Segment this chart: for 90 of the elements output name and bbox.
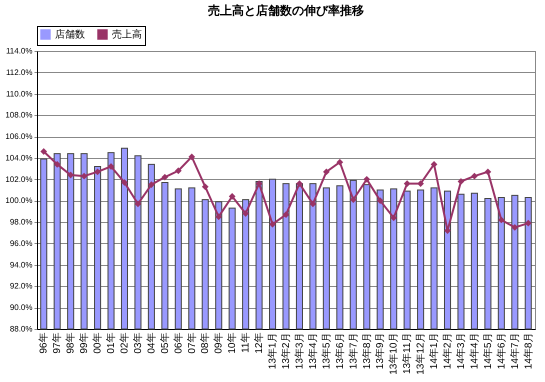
point — [336, 158, 344, 166]
x-tick-label: 99年 — [78, 332, 90, 354]
x-tick-label: 06年 — [172, 332, 184, 354]
point — [54, 160, 61, 168]
point — [458, 178, 464, 185]
x-tick-label: 10年 — [226, 332, 238, 354]
x-tick-label: 12年 — [253, 332, 266, 354]
x-tick-label: 07年 — [186, 332, 198, 354]
point — [430, 160, 438, 168]
point — [269, 220, 276, 228]
x-tick-label: 02年 — [118, 332, 130, 354]
x-tick-label: 13年1月 — [266, 332, 279, 370]
y-tick-label: 104.0% — [5, 153, 32, 162]
point — [202, 183, 209, 190]
y-tick-label: 112.0% — [6, 68, 32, 77]
x-tick-label: 03年 — [132, 332, 144, 354]
x-tick-label: 14年3月 — [454, 332, 467, 370]
x-tick-label: 13年11月 — [401, 332, 414, 374]
point — [498, 216, 505, 224]
point — [40, 148, 48, 155]
point — [310, 200, 316, 208]
x-tick-label: 00年 — [92, 332, 104, 354]
point — [417, 180, 424, 187]
x-tick-label: 13年12月 — [414, 332, 427, 375]
x-tick-label: 13年5月 — [320, 332, 332, 370]
point — [67, 172, 74, 178]
x-tick-label: 13年4月 — [306, 332, 319, 370]
x-tick-label: 14年4月 — [468, 332, 480, 370]
point — [148, 181, 155, 188]
point — [134, 200, 142, 208]
x-tick-label: 01年 — [105, 332, 118, 354]
x-tick-label: 09年 — [212, 332, 225, 354]
point — [390, 214, 398, 222]
x-tick-label: 13年9月 — [374, 332, 386, 370]
y-tick-label: 90.0% — [10, 303, 32, 312]
y-tick-label: 108.0% — [5, 110, 32, 120]
x-tick-label: 96年 — [38, 332, 50, 354]
x-tick-label: 13年6月 — [334, 332, 346, 370]
x-tick-label: 11年 — [240, 332, 252, 353]
y-tick-label: 92.0% — [10, 282, 32, 291]
point — [174, 167, 182, 174]
point — [228, 193, 236, 200]
x-tick-label: 14年8月 — [522, 332, 534, 370]
x-tick-label: 98年 — [64, 332, 77, 354]
x-tick-label: 05年 — [158, 332, 171, 354]
x-tick-label: 14年5月 — [482, 332, 494, 370]
x-tick-label: 14年7月 — [508, 332, 521, 370]
y-tick-label: 96.0% — [10, 238, 32, 248]
y-tick-label: 94.0% — [10, 260, 32, 270]
x-tick-label: 13年8月 — [360, 332, 373, 370]
x-tick-label: 14年1月 — [428, 332, 440, 370]
point — [484, 168, 492, 176]
point — [524, 220, 532, 226]
point — [471, 172, 478, 180]
point — [242, 210, 249, 217]
point — [188, 154, 196, 160]
point — [256, 180, 262, 187]
x-tick-label: 13年10月 — [388, 332, 400, 375]
x-tick-label: 13年7月 — [347, 332, 360, 370]
point — [511, 224, 518, 231]
y-tick-label: 110.0% — [6, 89, 32, 98]
x-tick-label: 08年 — [199, 332, 212, 354]
point — [323, 168, 330, 176]
point — [376, 197, 384, 204]
x-tick-label: 04年 — [145, 332, 158, 354]
point — [282, 211, 290, 218]
point — [80, 172, 88, 180]
x-tick-label: 13年3月 — [293, 332, 306, 370]
y-tick-label: 88.0% — [10, 324, 32, 334]
point — [94, 168, 101, 176]
x-tick-label: 14年2月 — [442, 332, 454, 370]
point — [296, 180, 303, 187]
point — [363, 176, 370, 183]
x-tick-label: 13年2月 — [280, 332, 292, 370]
x-tick-label: 14年6月 — [495, 332, 508, 370]
point — [108, 163, 114, 170]
y-tick-label: 100.0% — [5, 196, 32, 206]
x-tick-label: 97年 — [51, 332, 64, 354]
chart-title: 売上高と店舗数の伸び率推移 — [208, 4, 364, 18]
point — [404, 180, 410, 187]
y-tick-label: 98.0% — [10, 218, 32, 227]
point — [350, 196, 357, 203]
legend-label: 売上高 — [112, 28, 142, 41]
y-tick-label: 114.0% — [6, 46, 32, 56]
point — [215, 213, 222, 220]
y-tick-label: 106.0% — [5, 132, 32, 142]
point — [121, 179, 128, 186]
point — [162, 174, 168, 181]
legend-label: 店舗数 — [55, 28, 85, 41]
y-tick-label: 102.0% — [5, 174, 32, 184]
